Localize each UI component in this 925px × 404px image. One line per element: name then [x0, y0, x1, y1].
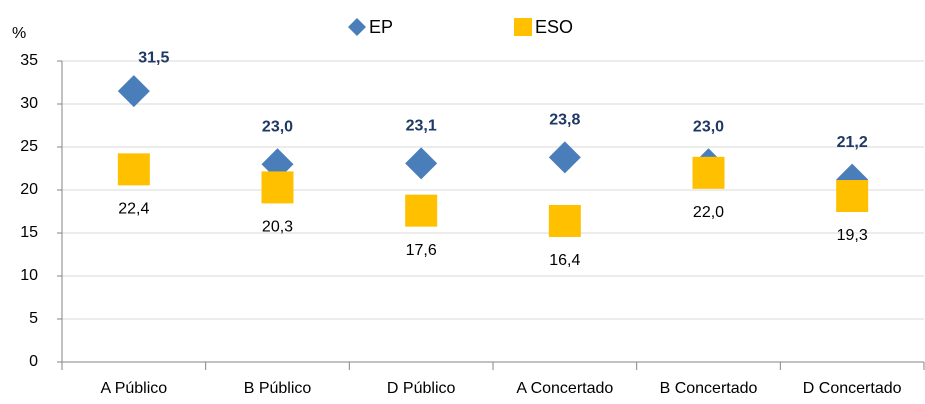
value-label: 17,6: [406, 242, 437, 259]
point: [836, 180, 869, 213]
y-tick-label: 20: [20, 181, 38, 198]
point: [692, 156, 725, 189]
value-label: 22,4: [118, 201, 149, 218]
y-tick-label: 5: [29, 310, 38, 327]
x-tick-label: A Concertado: [516, 380, 613, 397]
x-tick-label: B Concertado: [660, 380, 758, 397]
point: [405, 147, 438, 180]
x-tick-label: D Público: [387, 380, 456, 397]
value-label: 20,3: [262, 219, 293, 236]
y-tick-label: 10: [20, 267, 38, 284]
y-tick-label: 0: [29, 353, 38, 370]
y-tick-label: 15: [20, 224, 38, 241]
value-label: 23,0: [262, 118, 293, 135]
y-tick-label: 30: [20, 95, 38, 112]
point: [405, 194, 438, 227]
legend-marker: [348, 18, 366, 36]
y-tick-label: 25: [20, 138, 38, 155]
point: [548, 204, 581, 237]
y-axis-label: %: [12, 25, 26, 42]
legend-label: EP: [369, 17, 393, 37]
y-tick-label: 35: [20, 52, 38, 69]
value-label: 16,4: [549, 252, 580, 269]
value-label: 22,0: [693, 204, 724, 221]
value-label: 23,0: [693, 118, 724, 135]
value-label: 23,8: [549, 112, 580, 129]
value-label: 23,1: [406, 118, 437, 135]
value-label: 31,5: [138, 49, 169, 66]
legend-label: ESO: [535, 17, 573, 37]
x-tick-label: B Público: [244, 380, 312, 397]
value-label: 21,2: [837, 134, 868, 151]
x-tick-label: D Concertado: [803, 380, 902, 397]
point: [548, 141, 581, 174]
point: [117, 75, 150, 108]
value-label: 19,3: [837, 227, 868, 244]
point: [117, 153, 150, 186]
legend-marker: [514, 18, 532, 36]
point: [261, 171, 294, 204]
x-tick-label: A Público: [100, 380, 167, 397]
